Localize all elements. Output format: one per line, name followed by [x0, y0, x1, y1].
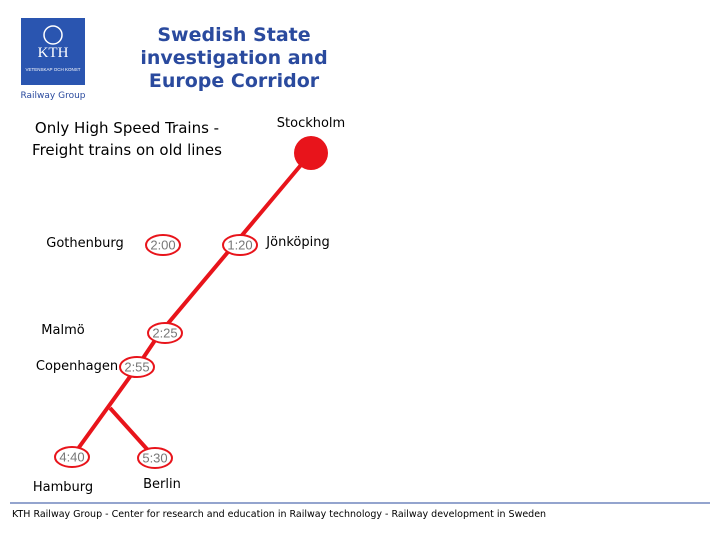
subtitle: Only High Speed Trains -: [35, 119, 219, 137]
time-marker: [54, 446, 90, 468]
time-marker: [147, 322, 183, 344]
time-marker: [145, 234, 181, 256]
station-label: Gothenburg: [46, 236, 123, 251]
station-label: Copenhagen: [36, 359, 118, 374]
footer: KTH Railway Group - Center for research …: [12, 509, 546, 520]
stockholm-node: [294, 136, 328, 170]
station-label: Malmö: [41, 323, 84, 338]
logo-motto: VETENSKAP OCH KONST: [26, 67, 81, 72]
station-label: Stockholm: [277, 116, 345, 131]
time-label: 5:30: [142, 450, 167, 465]
time-label: 2:25: [152, 325, 177, 340]
station-label: Berlin: [143, 477, 181, 492]
title-line: Swedish State: [157, 24, 310, 46]
station-label: Hamburg: [33, 480, 93, 495]
logo-crown: [43, 25, 63, 45]
time-label: 2:00: [150, 237, 175, 252]
main-line: [70, 151, 313, 459]
logo-box: [21, 18, 85, 85]
time-marker: [137, 447, 173, 469]
logo-name: KTH: [38, 45, 69, 61]
time-label: 4:40: [59, 449, 84, 464]
subtitle: Freight trains on old lines: [32, 141, 222, 159]
title-line: Europe Corridor: [149, 70, 320, 92]
time-markers: [54, 234, 258, 469]
rail-lines: [70, 151, 313, 460]
title-line: investigation and: [140, 47, 327, 69]
time-marker: [222, 234, 258, 256]
time-marker: [119, 356, 155, 378]
time-label: 1:20: [227, 237, 252, 252]
time-label: 2:55: [124, 359, 149, 374]
logo-caption: Railway Group: [20, 91, 85, 101]
station-label: Jönköping: [265, 235, 329, 250]
